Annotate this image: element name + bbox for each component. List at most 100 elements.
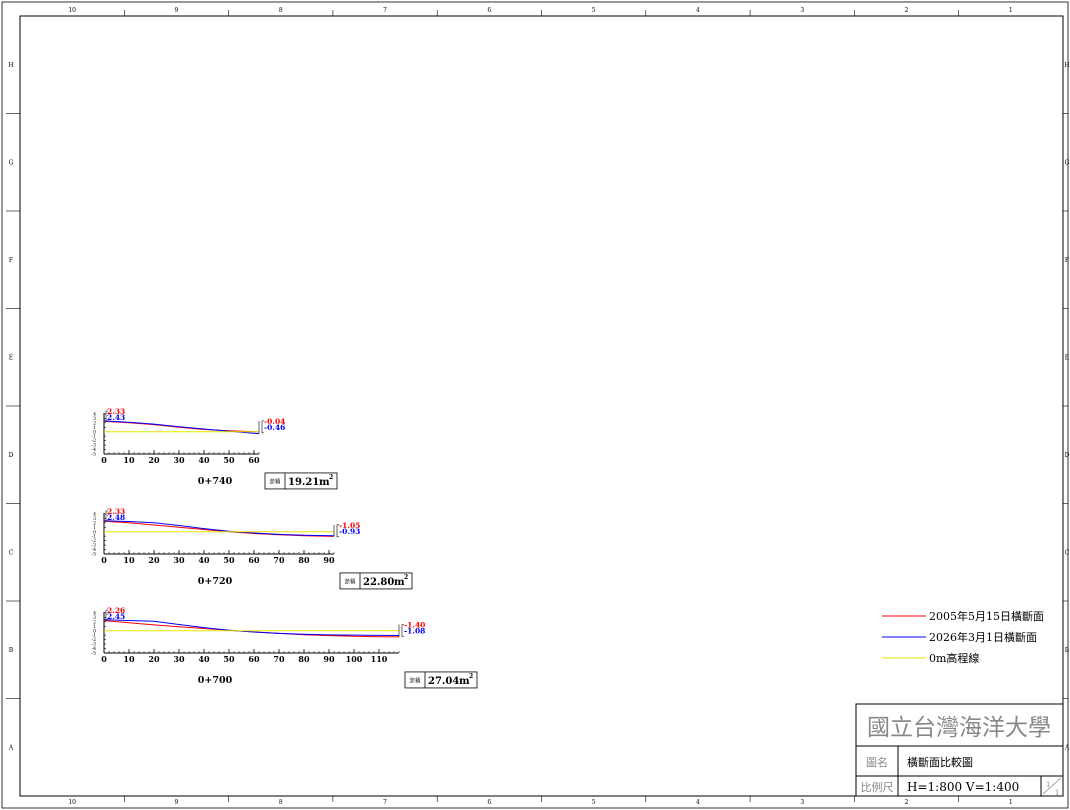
zone-col-bottom-2: 2 (905, 799, 909, 806)
start-label-survey-2005: 2.26 (107, 606, 125, 615)
x-tick-label: 20 (148, 654, 160, 664)
x-tick-label: 30 (173, 654, 185, 664)
zone-col-bottom-7: 7 (383, 799, 387, 806)
zone-row-left-F: F (9, 257, 13, 264)
sediment-superscript: 2 (404, 574, 408, 581)
start-label-survey-2005: 2.33 (107, 407, 125, 416)
x-tick-label: 70 (273, 555, 285, 565)
institution-name: 國立台灣海洋大學 (867, 715, 1051, 741)
x-tick-label: 0 (101, 455, 107, 465)
zone-col-top-5: 5 (592, 7, 596, 14)
zone-row-right-E: E (1065, 354, 1069, 361)
x-tick-label: 80 (298, 654, 310, 664)
y-tick-label: 0 (93, 628, 96, 634)
sediment-label: 淤積 (344, 577, 356, 585)
sediment-superscript: 2 (329, 474, 333, 481)
end-label-survey-2026: -1.08 (404, 626, 425, 635)
y-tick-label: -5 (92, 651, 97, 657)
x-tick-label: 110 (371, 654, 388, 664)
drawing-name-label: 圖名 (866, 755, 888, 769)
start-bracket (105, 510, 108, 522)
start-label-survey-2005: 2.33 (107, 507, 125, 516)
zone-col-bottom-9: 9 (175, 799, 179, 806)
end-label-survey-2005: -1.05 (339, 521, 360, 530)
zone-col-top-1: 1 (1009, 7, 1013, 14)
y-tick-label: 2 (93, 420, 96, 426)
y-tick-label: -2 (92, 438, 97, 444)
y-tick-label: -4 (92, 547, 97, 553)
y-tick-label: 0 (93, 529, 96, 535)
zone-col-top-4: 4 (696, 7, 700, 14)
y-tick-label: 1 (93, 525, 96, 531)
legend-label-zero: 0m高程線 (929, 651, 979, 665)
title-block: 國立台灣海洋大學 圖名 橫斷面比較圖 比例尺 H=1:800 V=1:400 1… (855, 703, 1064, 797)
sediment-unit: m (459, 676, 470, 687)
station-label: 0+700 (198, 675, 233, 686)
zone-col-bottom-6: 6 (487, 799, 491, 806)
y-tick-label: 0 (93, 429, 96, 435)
y-tick-label: -1 (92, 633, 97, 639)
zone-col-top-2: 2 (905, 7, 909, 14)
start-label-survey-2026: 2.45 (107, 612, 125, 621)
sediment-box (339, 572, 413, 590)
sediment-value: 27.04 (428, 676, 459, 687)
start-label-survey-2026: 2.43 (107, 413, 125, 422)
y-tick-label: 3 (93, 416, 96, 422)
y-tick-label: 2 (93, 520, 96, 526)
sediment-unit: m (394, 577, 405, 588)
y-tick-label: -3 (92, 443, 97, 449)
y-tick-label: 1 (93, 624, 96, 630)
end-bracket (261, 420, 264, 434)
scale-label: 比例尺 (861, 780, 894, 794)
x-tick-label: 40 (198, 654, 210, 664)
zone-row-right-A: A (1064, 744, 1070, 751)
start-bracket (105, 410, 108, 422)
sediment-value: 22.80 (363, 577, 394, 588)
zone-col-bottom-1: 1 (1009, 799, 1013, 806)
zone-col-bottom-4: 4 (696, 799, 700, 806)
zone-row-left-C: C (9, 549, 14, 556)
sediment-value: 19.21 (288, 477, 319, 488)
y-tick-label: -5 (92, 452, 97, 458)
y-tick-label: -1 (92, 434, 97, 440)
station-label: 0+720 (198, 576, 233, 587)
y-tick-label: -4 (92, 646, 97, 652)
y-tick-label: 2 (93, 619, 96, 625)
x-tick-label: 80 (298, 555, 310, 565)
series-line-survey_2026 (103, 520, 335, 537)
zone-row-right-B: B (1065, 647, 1070, 654)
x-tick-label: 70 (273, 654, 285, 664)
y-tick-label: -1 (92, 534, 97, 540)
title-block-frame (855, 703, 1064, 797)
end-bracket (401, 624, 404, 637)
zone-row-right-C: C (1065, 549, 1070, 556)
y-tick-label: 4 (93, 511, 96, 517)
zone-row-right-F: F (1065, 257, 1069, 264)
sheet-number: 1 (1046, 781, 1050, 789)
x-tick-label: 0 (101, 555, 107, 565)
zone-row-left-D: D (9, 452, 14, 459)
zone-col-top-8: 8 (279, 7, 283, 14)
start-label-survey-2026: 2.48 (107, 513, 125, 522)
sediment-box (264, 472, 338, 490)
end-bracket (336, 524, 339, 538)
zone-row-left-G: G (9, 159, 14, 166)
end-label-survey-2005: -1.40 (404, 620, 425, 629)
zone-row-left-B: B (9, 647, 14, 654)
legend-label-survey-2005: 2005年5月15日橫斷面 (929, 609, 1044, 623)
y-tick-label: -5 (92, 552, 97, 558)
x-tick-label: 10 (123, 455, 135, 465)
x-tick-label: 90 (323, 654, 335, 664)
inner-border (19, 15, 1064, 797)
sediment-label: 淤積 (269, 477, 281, 485)
zone-col-top-10: 10 (68, 7, 76, 14)
sediment-unit: m (319, 477, 330, 488)
sheet-total: 1 (1055, 789, 1059, 797)
drawing-name: 橫斷面比較圖 (907, 755, 973, 769)
sediment-box (404, 671, 478, 689)
zone-row-left-A: A (8, 744, 14, 751)
